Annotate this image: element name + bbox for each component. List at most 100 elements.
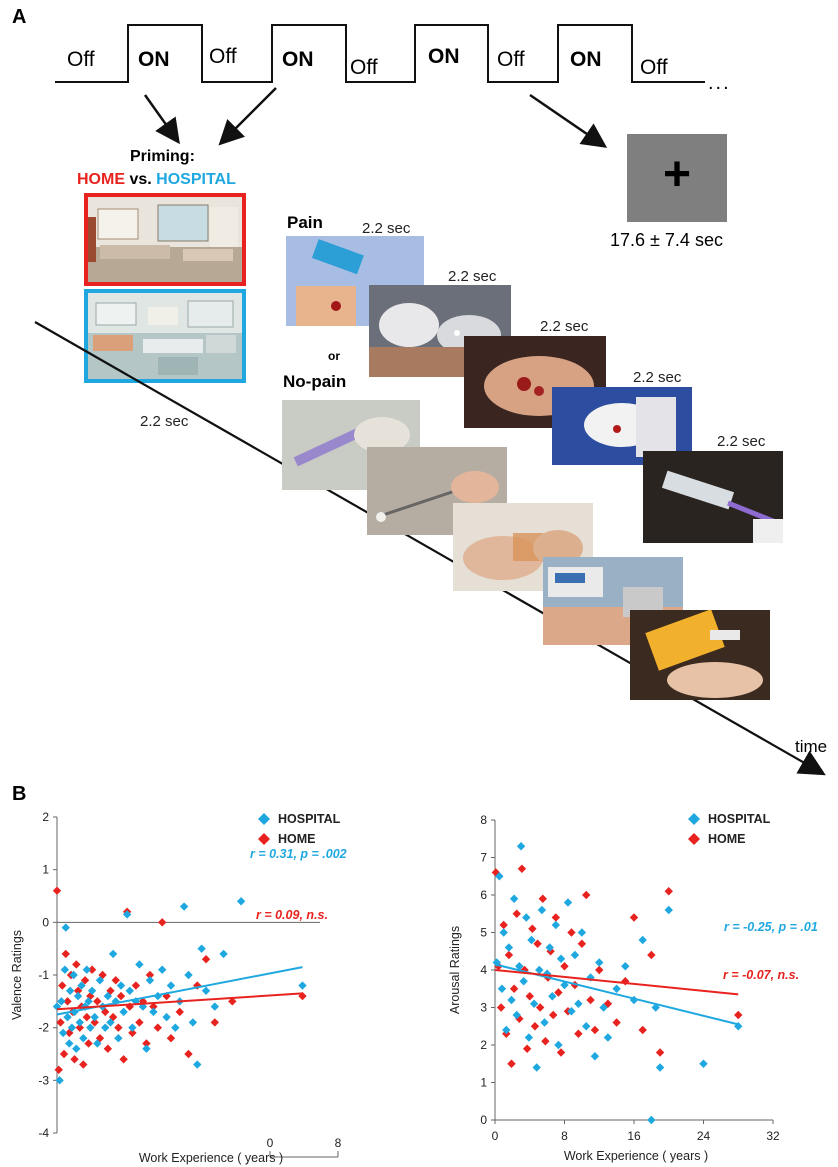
- hospital-point: [63, 1012, 72, 1022]
- hospital-point: [158, 965, 167, 974]
- hospital-correlation-label: r = -0.25, p = .01: [724, 920, 818, 934]
- home-point: [595, 965, 604, 975]
- hospital-point: [529, 999, 539, 1008]
- hospital-point: [502, 1025, 511, 1035]
- home-point: [530, 1022, 540, 1031]
- home-point: [79, 1060, 88, 1069]
- valence-chart: 2 1 0 -1 -2 -3 -4 0 8 Valence Ratings Work Experie…: [10, 810, 347, 1165]
- hospital-point: [69, 970, 78, 980]
- hospital-point: [542, 969, 552, 978]
- x-axis-title: Work Experience ( years ): [139, 1151, 283, 1165]
- hospital-point: [699, 1059, 708, 1068]
- home-point: [655, 1048, 665, 1057]
- y-axis-title: Arousal Ratings: [448, 926, 462, 1014]
- on-label-2: ON: [282, 48, 314, 71]
- hospital-point: [516, 842, 526, 851]
- home-point: [61, 949, 70, 959]
- hospital-point: [535, 965, 544, 975]
- home-point: [629, 913, 639, 922]
- hospital-point: [527, 935, 536, 945]
- no-pain-photo: [367, 447, 507, 535]
- hospital-point: [145, 976, 155, 985]
- no-pain-photo: [630, 610, 770, 700]
- home-label: HOME: [77, 171, 125, 188]
- home-point: [574, 1029, 583, 1038]
- hospital-point: [655, 1063, 665, 1072]
- off-label-2: Off: [209, 45, 237, 68]
- hospital-point: [73, 991, 83, 1001]
- x-tick-label: 0: [267, 1136, 274, 1150]
- home-point: [59, 1049, 69, 1059]
- home-point: [210, 1018, 219, 1027]
- hospital-point: [599, 1003, 608, 1012]
- pain-duration-1: 2.2 sec: [362, 220, 411, 237]
- home-point: [533, 939, 542, 948]
- home-fit-line: [56, 992, 303, 1011]
- y-tick-label: 6: [480, 888, 487, 902]
- hospital-point: [570, 950, 580, 960]
- y-tick-label: 4: [480, 963, 487, 977]
- x-tick-label: 0: [492, 1129, 499, 1143]
- hospital-point: [142, 1044, 151, 1053]
- pain-duration-5: 2.2 sec: [717, 433, 766, 450]
- hospital-point: [554, 1040, 563, 1050]
- home-point: [149, 1002, 158, 1011]
- home-point: [93, 997, 102, 1006]
- y-tick-label: 7: [480, 851, 487, 865]
- hospital-point: [65, 1039, 74, 1048]
- hospital-point: [93, 1039, 102, 1048]
- hospital-point: [210, 1002, 219, 1011]
- home-point: [586, 995, 595, 1005]
- priming-duration: 2.2 sec: [140, 413, 189, 430]
- hospital-point: [119, 1007, 128, 1017]
- hospital-point: [499, 928, 508, 937]
- x-tick-label: 24: [697, 1129, 711, 1143]
- hospital-point: [219, 949, 228, 959]
- hospital-point: [651, 1003, 660, 1012]
- hospital-point: [72, 1044, 81, 1053]
- hospital-point: [515, 962, 524, 971]
- home-point: [567, 928, 576, 937]
- hospital-point: [82, 965, 92, 974]
- time-label: time: [795, 737, 828, 756]
- home-legend-label: HOME: [278, 832, 316, 846]
- home-point: [184, 1049, 193, 1059]
- x-axis-title: Work Experience ( years ): [564, 1149, 708, 1163]
- off-label-1: Off: [67, 48, 95, 71]
- hospital-point: [532, 1063, 541, 1072]
- y-tick-label: 0: [480, 1113, 487, 1127]
- home-point: [577, 939, 587, 948]
- panel-a-letter: A: [12, 6, 27, 28]
- home-point: [525, 992, 534, 1001]
- or-label: or: [328, 349, 340, 363]
- hospital-point: [171, 1023, 180, 1032]
- x-tick-label: 8: [561, 1129, 568, 1143]
- home-point: [491, 868, 501, 877]
- panel-b-letter: B: [12, 783, 27, 805]
- home-point: [84, 1039, 93, 1048]
- home-point: [56, 1018, 65, 1027]
- home-point: [166, 1034, 176, 1043]
- home-point: [504, 950, 514, 960]
- home-point: [734, 1010, 743, 1020]
- off-label-5: Off: [640, 56, 668, 79]
- home-legend-marker: [688, 833, 700, 845]
- vs-label: vs.: [129, 171, 152, 188]
- home-point: [131, 981, 141, 990]
- home-point: [103, 1044, 113, 1053]
- hospital-point: [507, 995, 516, 1005]
- hospital-point: [545, 943, 554, 952]
- home-point: [119, 1055, 128, 1064]
- y-tick-label: 8: [480, 813, 487, 827]
- home-point: [551, 913, 561, 922]
- hospital-point: [612, 984, 621, 993]
- home-point: [153, 1023, 163, 1032]
- pain-duration-3: 2.2 sec: [540, 318, 589, 335]
- hospital-point: [184, 970, 193, 980]
- home-point: [612, 1018, 621, 1027]
- home-point: [201, 955, 211, 964]
- hospital-point: [519, 977, 528, 986]
- home-point: [541, 1037, 550, 1046]
- y-axis-title: Valence Ratings: [10, 930, 24, 1020]
